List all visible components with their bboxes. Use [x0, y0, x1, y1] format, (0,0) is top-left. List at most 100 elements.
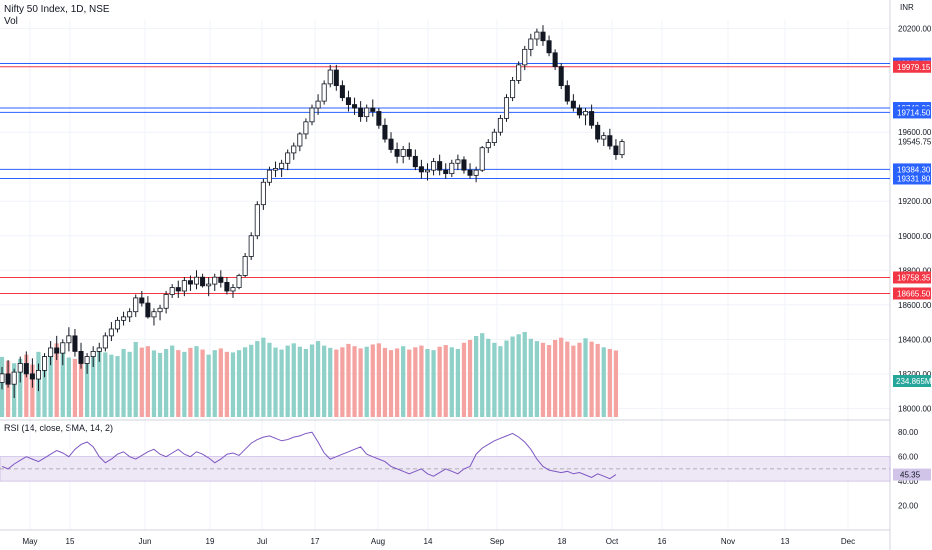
- rsi-axis-tick-label: 60.00: [898, 453, 919, 462]
- up-candle: [291, 142, 297, 160]
- candle-body: [497, 117, 503, 133]
- candle-body: [291, 145, 297, 154]
- candle-body: [84, 356, 90, 364]
- down-candle: [607, 128, 613, 150]
- volume-bar: [115, 356, 120, 417]
- volume-bar: [388, 350, 394, 417]
- volume-bar: [425, 349, 430, 417]
- time-axis-tick-label: 14: [424, 537, 433, 546]
- price-level-tag: [893, 60, 931, 73]
- up-candle: [449, 159, 455, 178]
- rsi-indicator-label: RSI (14, close, SMA, 14, 2): [4, 423, 114, 433]
- up-candle: [516, 61, 522, 84]
- up-candle: [260, 178, 266, 210]
- volume-bar: [534, 341, 540, 417]
- candle-body: [297, 133, 303, 147]
- candle-body: [17, 363, 23, 373]
- up-candle: [497, 114, 503, 136]
- candle-body: [564, 85, 570, 102]
- price-axis-tick-label: 18200.00: [898, 370, 932, 379]
- up-candle: [114, 316, 121, 333]
- down-candle: [394, 142, 400, 164]
- volume-bar: [607, 349, 612, 417]
- down-candle: [187, 275, 193, 291]
- up-candle: [242, 253, 248, 278]
- up-candle: [108, 322, 114, 342]
- down-candle: [339, 80, 345, 102]
- down-candle: [345, 90, 351, 112]
- volume-bar: [480, 333, 485, 417]
- volume-bar: [261, 337, 266, 417]
- time-axis-tick-label: Jun: [139, 537, 152, 546]
- rsi-line: [1, 431, 617, 480]
- candle-body: [467, 169, 473, 176]
- volume-bar: [5, 360, 11, 417]
- volume-bar: [498, 346, 503, 417]
- candle-body: [72, 335, 78, 352]
- volume-bar: [255, 341, 260, 417]
- volume-bar: [157, 352, 163, 417]
- time-axis-tick-label: 15: [66, 537, 75, 546]
- up-candle: [424, 163, 431, 181]
- up-candle: [206, 277, 212, 297]
- down-candle: [54, 335, 60, 361]
- candle-body: [151, 311, 157, 318]
- candle-body: [607, 135, 613, 147]
- candle-body: [102, 335, 108, 349]
- time-axis-tick-label: 16: [658, 537, 667, 546]
- candle-body: [339, 85, 345, 99]
- down-candle: [461, 156, 467, 174]
- up-candle: [193, 270, 200, 290]
- volume-bar: [461, 342, 467, 417]
- candle-body: [601, 135, 607, 140]
- candle-body: [133, 297, 139, 313]
- up-candle: [84, 353, 90, 374]
- volume-bar: [224, 351, 230, 417]
- candle-body: [96, 347, 102, 352]
- volume-bar: [163, 349, 169, 417]
- up-candle: [279, 159, 285, 178]
- up-candle: [96, 342, 102, 362]
- candle-body: [78, 351, 84, 364]
- volume-bar: [589, 341, 594, 417]
- up-candle: [485, 139, 491, 153]
- volume-bar: [267, 342, 272, 417]
- volume-bar: [194, 346, 199, 417]
- down-candle: [5, 360, 11, 388]
- up-candle: [272, 161, 279, 178]
- candle-body: [193, 276, 200, 285]
- volume-bar: [522, 332, 527, 417]
- volume-bar: [303, 349, 309, 417]
- down-candle: [558, 63, 564, 90]
- up-candle: [327, 64, 333, 88]
- up-candle: [455, 154, 461, 171]
- candle-body: [376, 111, 382, 126]
- volume-bar: [109, 354, 114, 417]
- volume-bar: [78, 361, 84, 417]
- up-candle: [181, 277, 187, 297]
- rsi-axis-tick-label: 80.00: [898, 428, 919, 437]
- down-candle: [589, 104, 595, 129]
- volume-bar: [467, 339, 473, 417]
- volume-bar: [413, 347, 418, 417]
- candle-body: [5, 373, 11, 385]
- volume-bar: [48, 349, 53, 417]
- down-candle: [352, 97, 358, 115]
- price-axis-tick-label: 18400.00: [898, 335, 932, 344]
- volume-bar: [528, 338, 533, 417]
- rsi-value-tag: [893, 468, 931, 481]
- candle-body: [127, 311, 133, 318]
- volume-value-text: 234.865M: [896, 377, 932, 386]
- time-axis-tick-label: Aug: [371, 537, 385, 546]
- candle-body: [443, 169, 449, 175]
- volume-bar: [24, 354, 29, 417]
- volume-bar: [133, 341, 138, 417]
- candle-body: [145, 302, 151, 318]
- volume-bar: [340, 347, 345, 417]
- volume-bar: [279, 349, 284, 417]
- volume-bar: [182, 351, 187, 417]
- down-candle: [23, 351, 29, 378]
- up-candle: [42, 353, 48, 378]
- candle-body: [595, 124, 601, 140]
